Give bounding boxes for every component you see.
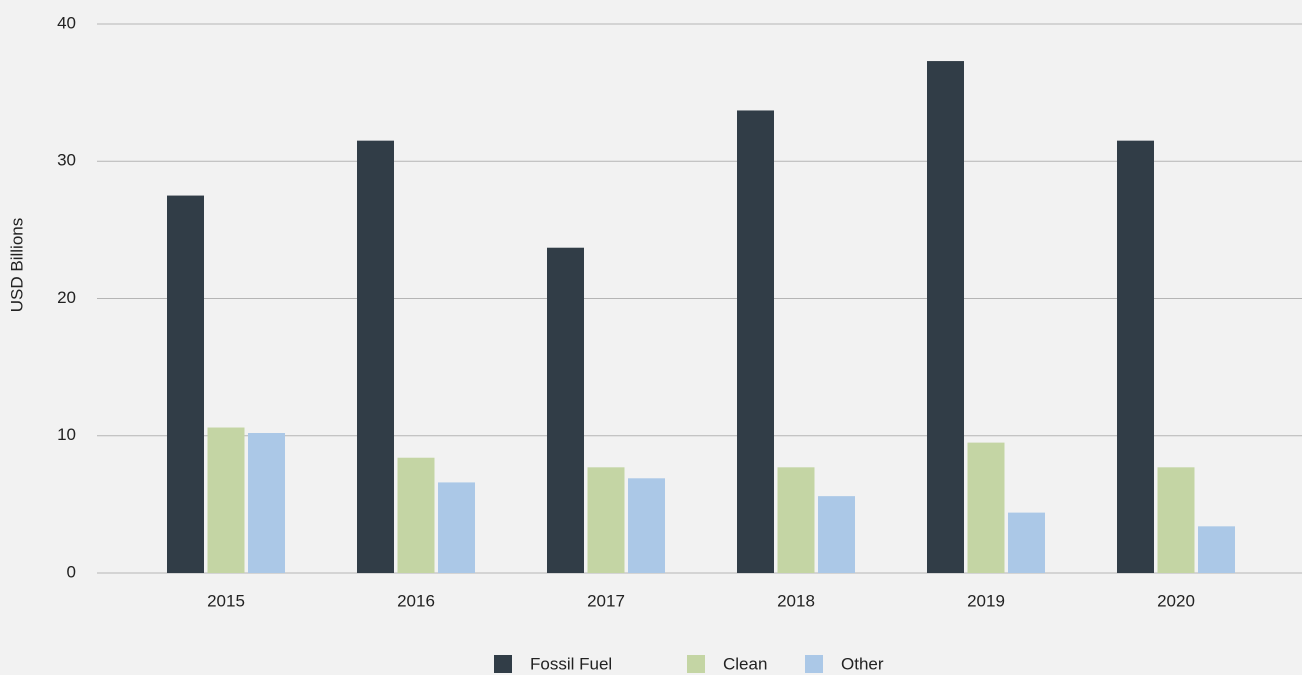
y-tick-label: 40 xyxy=(57,13,76,32)
bar xyxy=(167,195,204,573)
bar xyxy=(357,140,394,573)
bar xyxy=(1198,526,1235,573)
legend-label: Clean xyxy=(723,654,767,673)
x-tick-label: 2018 xyxy=(777,591,815,610)
bar xyxy=(587,467,625,573)
y-tick-label: 20 xyxy=(57,288,76,307)
y-tick-label: 0 xyxy=(67,562,76,581)
bar xyxy=(737,110,774,573)
legend-label: Fossil Fuel xyxy=(530,654,612,673)
legend-swatch xyxy=(805,655,823,673)
bar xyxy=(818,496,855,573)
legend-label: Other xyxy=(841,654,884,673)
bar xyxy=(547,247,584,573)
legend-swatch xyxy=(687,655,705,673)
x-tick-label: 2015 xyxy=(207,591,245,610)
bar xyxy=(207,427,245,573)
bar xyxy=(1008,512,1045,573)
x-tick-label: 2016 xyxy=(397,591,435,610)
y-axis-label: USD Billions xyxy=(7,218,26,312)
bar xyxy=(397,457,435,573)
y-tick-label: 10 xyxy=(57,425,76,444)
bar xyxy=(248,433,285,573)
y-tick-label: 30 xyxy=(57,151,76,170)
x-tick-label: 2020 xyxy=(1157,591,1195,610)
x-tick-label: 2019 xyxy=(967,591,1005,610)
bar xyxy=(1117,140,1154,573)
bar xyxy=(967,442,1005,573)
bar xyxy=(628,478,665,573)
bar xyxy=(927,61,964,574)
bar xyxy=(1157,467,1195,573)
bar xyxy=(777,467,815,573)
bar xyxy=(438,482,475,573)
x-tick-label: 2017 xyxy=(587,591,625,610)
legend-swatch xyxy=(494,655,512,673)
